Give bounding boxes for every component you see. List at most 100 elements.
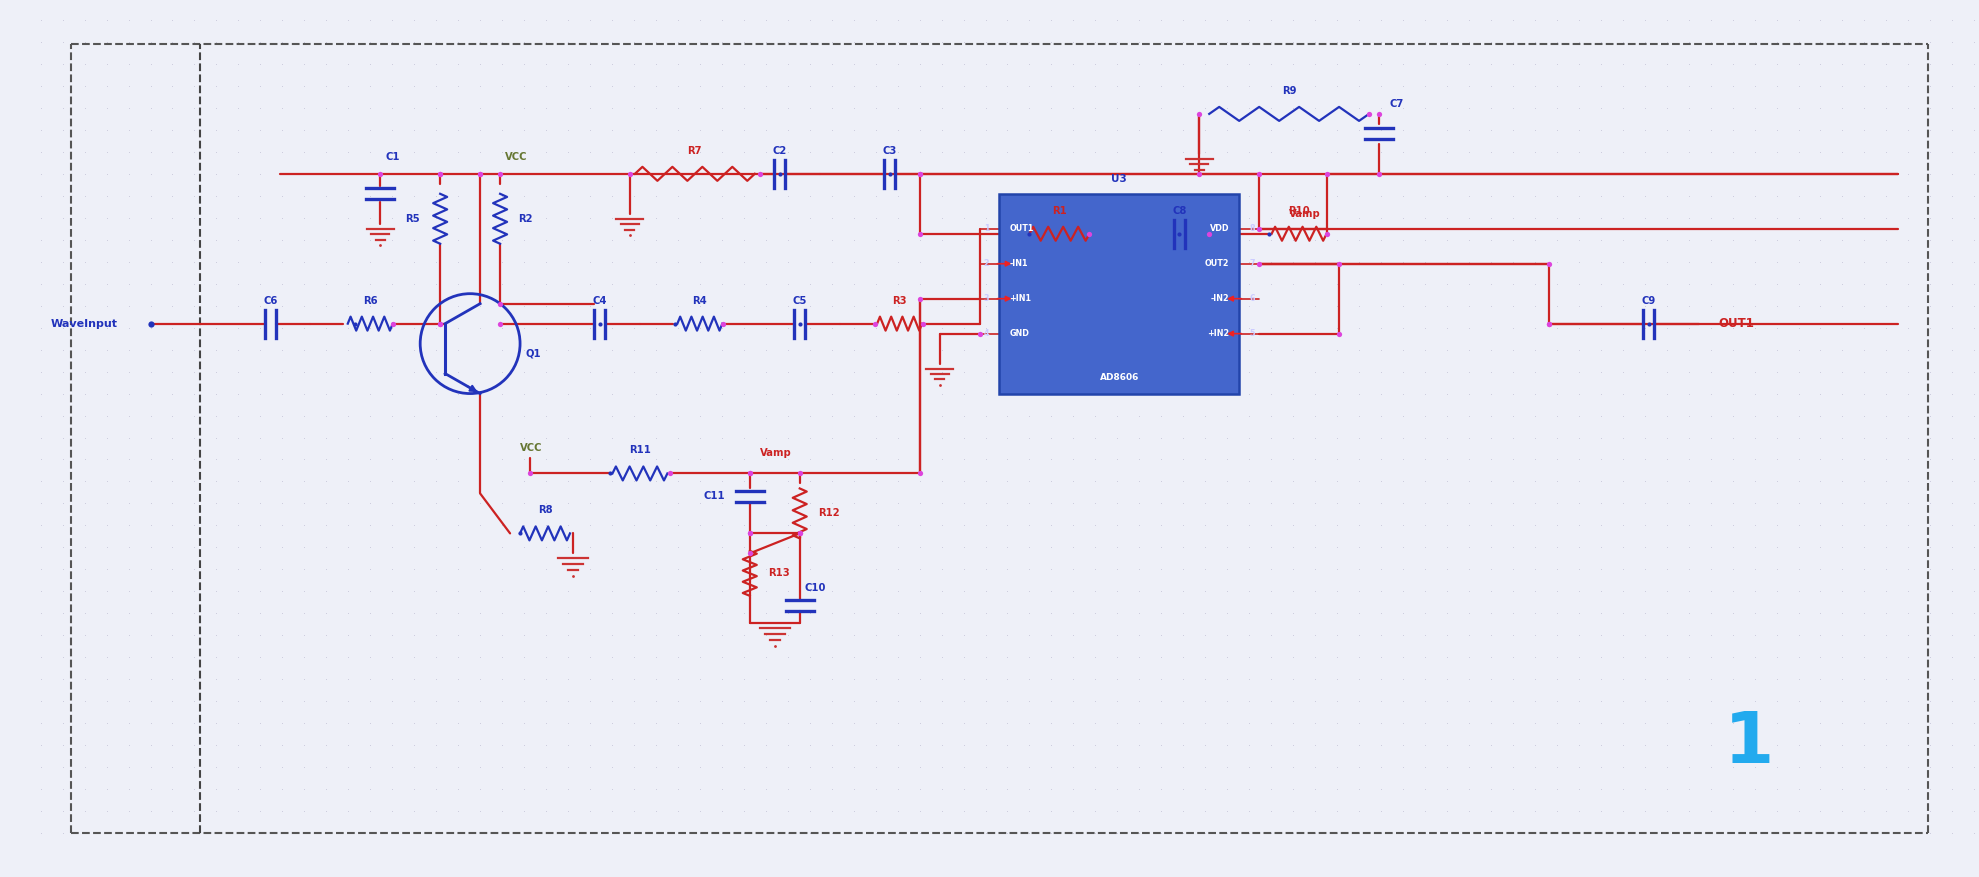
Point: [135, 453, 166, 467]
Point: [1563, 562, 1595, 576]
Point: [1761, 518, 1793, 532]
Point: [707, 606, 738, 620]
Point: [113, 431, 144, 445]
Point: [1013, 35, 1045, 49]
Point: [1300, 453, 1332, 467]
Point: [1233, 628, 1265, 642]
Point: [1057, 826, 1088, 840]
Point: [530, 453, 562, 467]
Point: [113, 782, 144, 796]
Point: [1387, 496, 1419, 510]
Point: [332, 496, 364, 510]
Point: [113, 35, 144, 49]
Point: [135, 189, 166, 203]
Point: [26, 606, 57, 620]
Point: [1672, 365, 1704, 379]
Point: [1607, 101, 1639, 115]
Point: [156, 167, 188, 181]
Point: [487, 782, 518, 796]
Point: [1914, 474, 1945, 488]
Point: [1035, 189, 1067, 203]
Point: [1520, 782, 1552, 796]
Point: [574, 738, 606, 752]
Point: [1496, 717, 1528, 731]
Point: [354, 276, 386, 290]
Point: [178, 299, 210, 313]
Point: [904, 695, 936, 709]
Point: [1189, 606, 1221, 620]
Point: [91, 299, 123, 313]
Point: [948, 695, 980, 709]
Point: [1761, 584, 1793, 598]
Point: [135, 343, 166, 357]
Point: [1102, 453, 1134, 467]
Point: [991, 496, 1023, 510]
Point: [596, 343, 627, 357]
Point: [135, 695, 166, 709]
Point: [750, 672, 782, 686]
Point: [69, 738, 101, 752]
Point: [859, 562, 891, 576]
Point: [596, 167, 627, 181]
Point: [1387, 210, 1419, 225]
Point: [1233, 13, 1265, 27]
Point: [509, 474, 540, 488]
Point: [1716, 695, 1747, 709]
Point: [487, 453, 518, 467]
Point: [1496, 232, 1528, 246]
Point: [1387, 232, 1419, 246]
Point: [222, 387, 253, 401]
Point: [1892, 343, 1924, 357]
Point: [617, 717, 649, 731]
Point: [178, 826, 210, 840]
Point: [728, 321, 760, 335]
Point: [245, 540, 277, 554]
Point: [1870, 13, 1902, 27]
Text: C11: C11: [703, 491, 724, 502]
Point: [47, 717, 79, 731]
Point: [1276, 321, 1308, 335]
Point: [222, 804, 253, 818]
Point: [1474, 695, 1506, 709]
Point: [707, 650, 738, 664]
Point: [859, 496, 891, 510]
Point: [926, 167, 958, 181]
Point: [815, 496, 847, 510]
Point: [26, 672, 57, 686]
Point: [552, 584, 584, 598]
Point: [91, 606, 123, 620]
Point: [728, 167, 760, 181]
Point: [1322, 79, 1354, 93]
Point: [311, 409, 342, 423]
Point: [1276, 57, 1308, 71]
Point: [552, 453, 584, 467]
Point: [311, 540, 342, 554]
Point: [794, 628, 825, 642]
Point: [1672, 628, 1704, 642]
Point: [617, 343, 649, 357]
Point: [1607, 584, 1639, 598]
Point: [69, 760, 101, 774]
Point: [69, 387, 101, 401]
Point: [1783, 431, 1815, 445]
Point: [1300, 13, 1332, 27]
Point: [113, 518, 144, 532]
Point: [1168, 35, 1199, 49]
Point: [26, 13, 57, 27]
Point: [26, 540, 57, 554]
Point: [1805, 145, 1837, 159]
Point: [1255, 804, 1286, 818]
Point: [1761, 167, 1793, 181]
Point: [948, 760, 980, 774]
Point: [1937, 672, 1969, 686]
Point: [883, 453, 914, 467]
Point: [750, 496, 782, 510]
Point: [1827, 387, 1858, 401]
Point: [420, 650, 451, 664]
Point: [1189, 650, 1221, 664]
Point: [1496, 299, 1528, 313]
Point: [663, 562, 695, 576]
Point: [1300, 299, 1332, 313]
Point: [1761, 343, 1793, 357]
Point: [639, 321, 671, 335]
